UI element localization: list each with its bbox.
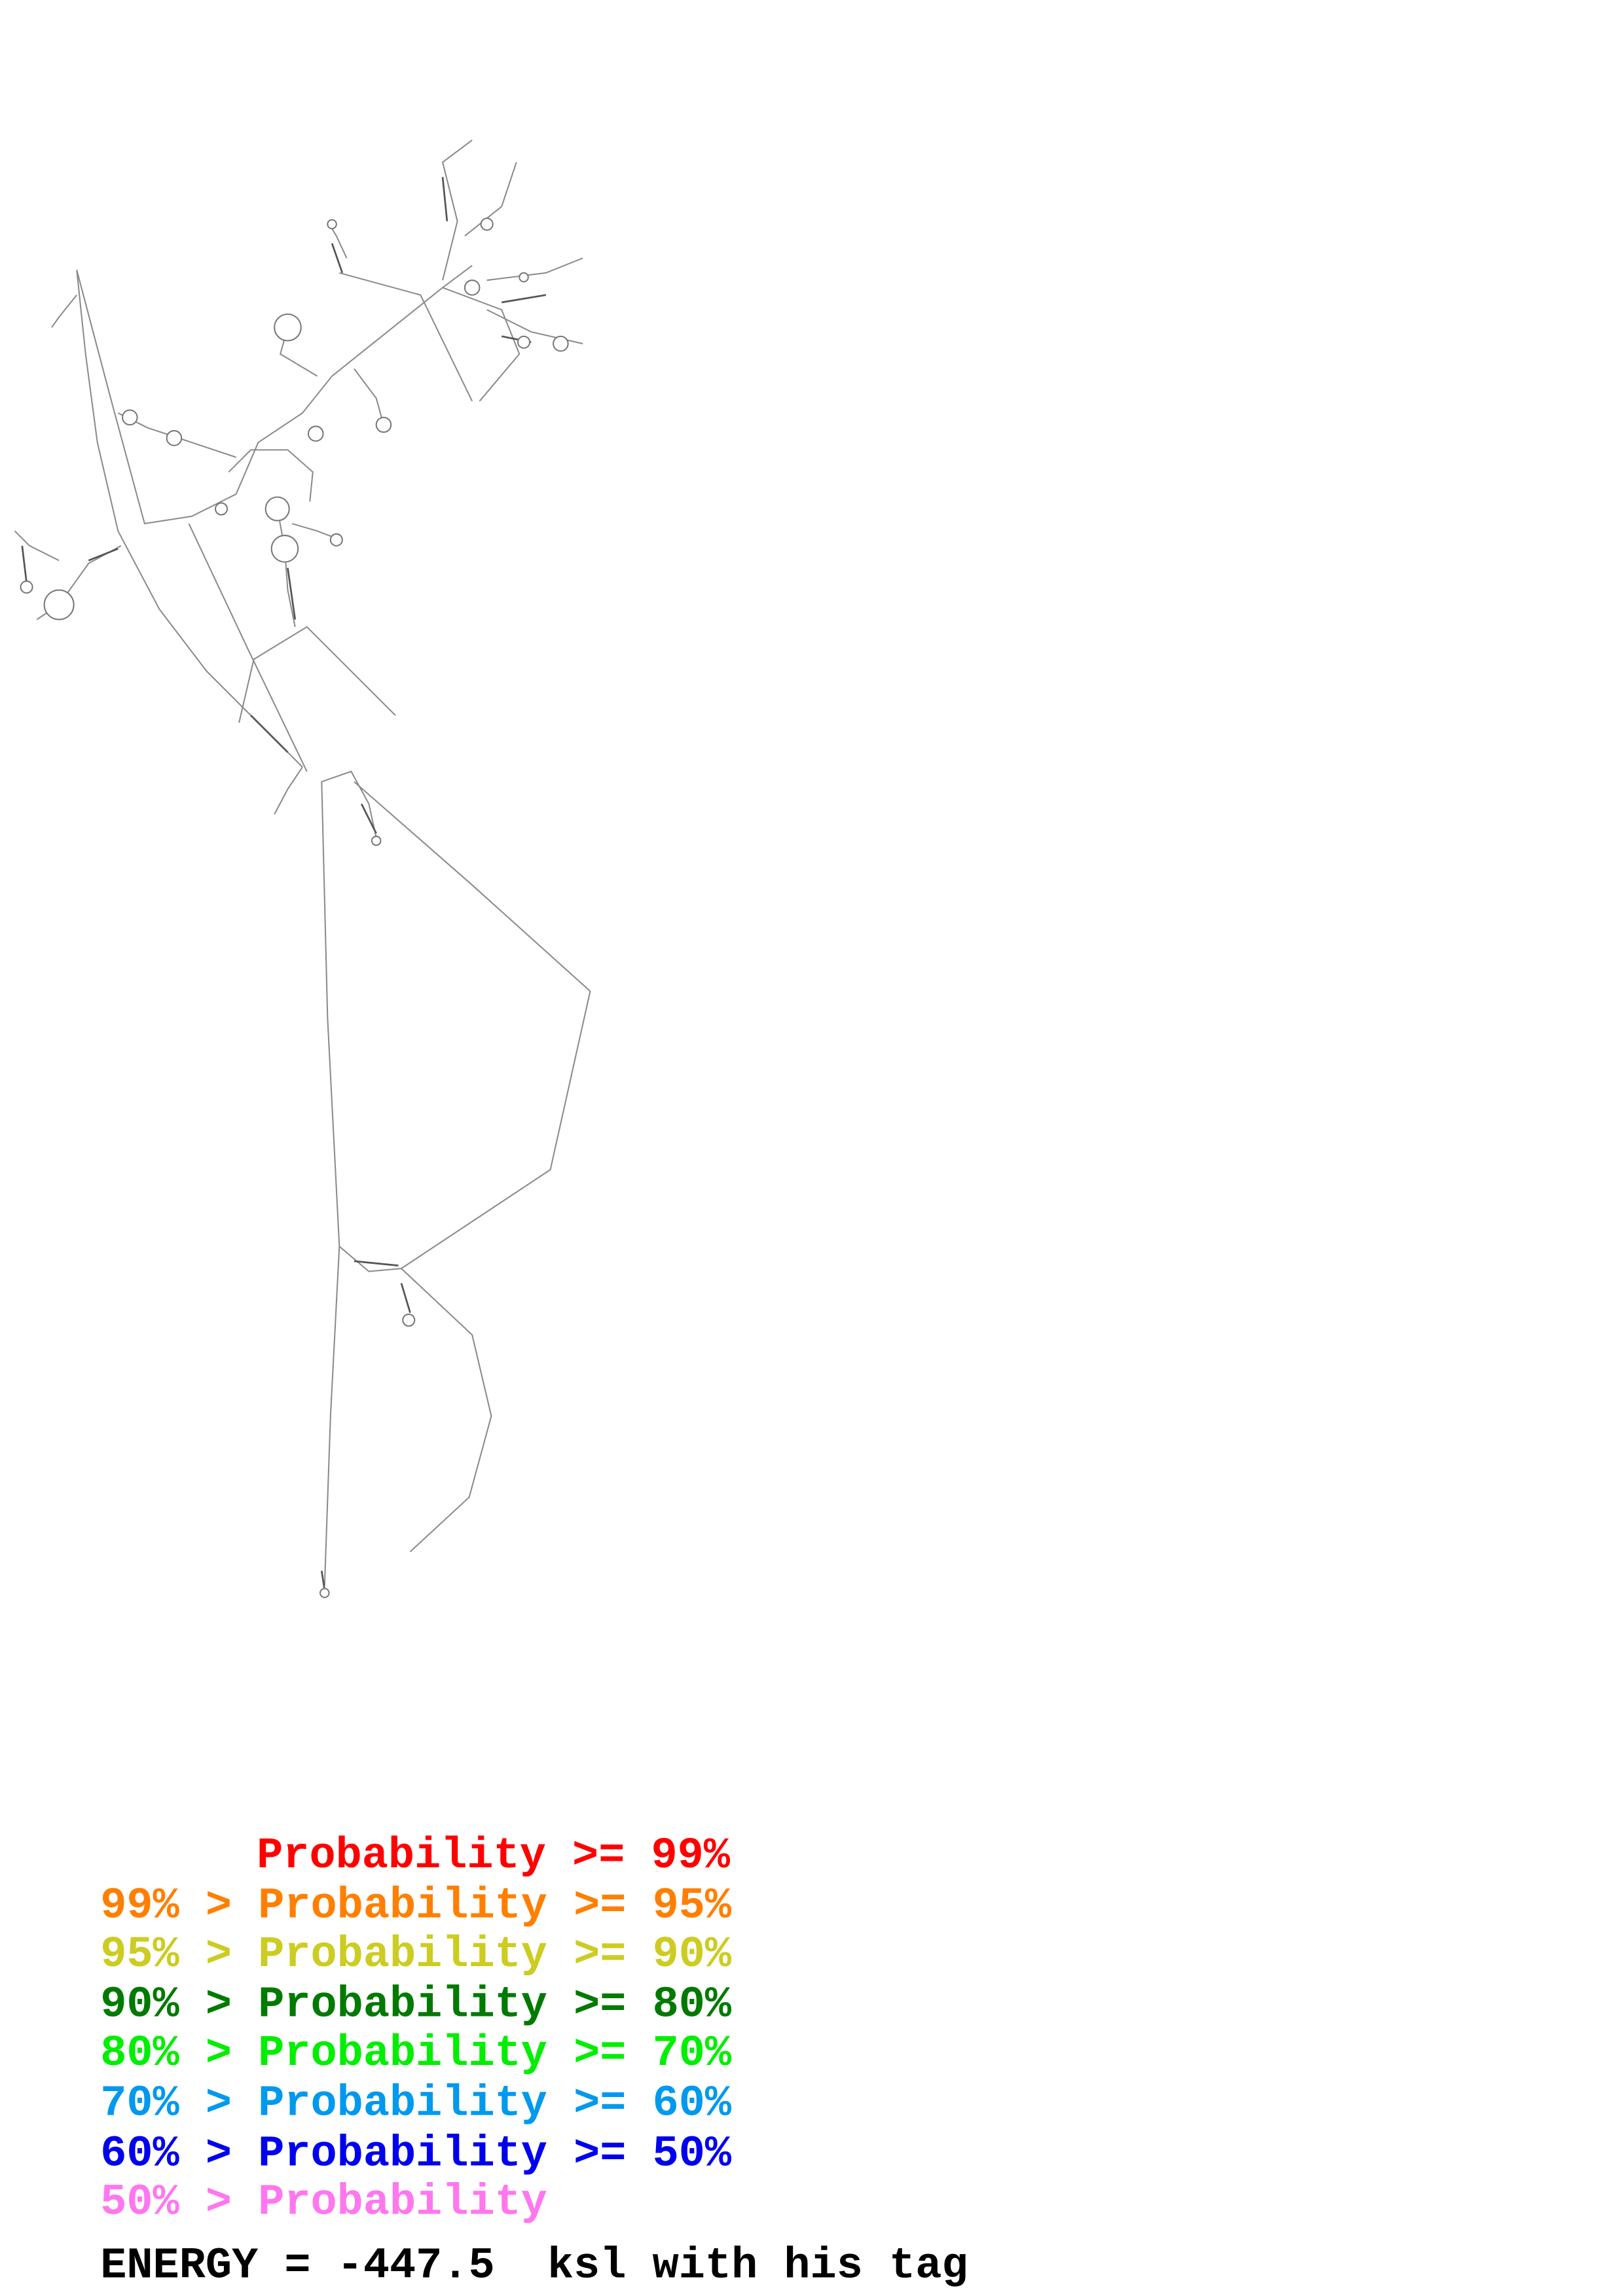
stem [441, 177, 448, 222]
legend-line: 90% > Probability >= 80% [100, 1981, 732, 2030]
stem [320, 1570, 326, 1590]
loop [166, 430, 183, 446]
legend-line: 80% > Probability >= 70% [100, 2029, 732, 2079]
loop [464, 279, 481, 296]
backbone [338, 1246, 402, 1272]
backbone [76, 270, 303, 768]
backbone [235, 264, 473, 495]
stem [21, 545, 27, 583]
backbone [441, 139, 473, 281]
loop [480, 217, 494, 231]
backbone [253, 626, 396, 716]
loop [319, 1588, 330, 1598]
backbone [274, 766, 303, 815]
legend-line: Probability >= 99% [257, 1831, 731, 1881]
loop [215, 502, 228, 516]
backbone [321, 781, 340, 1586]
legend-line: 60% > Probability >= 50% [100, 2129, 732, 2179]
backbone [442, 287, 520, 402]
stem [400, 1283, 411, 1314]
backbone [464, 162, 517, 237]
rna-structure [14, 139, 591, 1598]
loop [122, 409, 138, 426]
loop [519, 272, 529, 283]
backbone [51, 295, 77, 328]
backbone [188, 523, 308, 772]
backbone [14, 530, 60, 562]
backbone [276, 509, 296, 627]
legend: Probability >= 99% 99% > Probability >= … [100, 1831, 732, 2228]
backbone [401, 1268, 492, 1552]
legend-line: 95% > Probability >= 90% [100, 1930, 732, 1980]
loop [274, 314, 302, 342]
loop [327, 219, 337, 230]
stem [354, 1260, 399, 1266]
loop [329, 533, 343, 547]
stem [360, 803, 377, 834]
loop [270, 535, 299, 563]
backbone [354, 368, 384, 425]
backbone [291, 523, 337, 539]
backbone [339, 272, 473, 402]
backbone [228, 449, 314, 502]
stem [88, 548, 119, 562]
backbone [486, 309, 583, 345]
backbone [354, 781, 591, 1269]
legend-line: 50% > Probability [100, 2178, 547, 2228]
loop [553, 335, 569, 352]
loop [307, 425, 324, 442]
loop [375, 416, 392, 433]
backbone [321, 770, 377, 838]
legend-line: 70% > Probability >= 60% [100, 2079, 732, 2129]
loop [264, 496, 290, 522]
stem [501, 294, 547, 304]
loop [20, 580, 33, 594]
loop [517, 335, 531, 349]
energy-label: ENERGY = -447.5 ksl with his tag [100, 2242, 968, 2291]
backbone [486, 257, 583, 281]
stem [250, 715, 289, 753]
stem [331, 243, 344, 274]
backbone [238, 659, 255, 723]
backbone [331, 228, 348, 259]
backbone [76, 270, 237, 525]
legend-line: 99% > Probability >= 95% [100, 1882, 732, 1931]
loop [402, 1313, 416, 1327]
loop [43, 589, 75, 620]
loop [371, 835, 382, 846]
stem [287, 567, 297, 620]
